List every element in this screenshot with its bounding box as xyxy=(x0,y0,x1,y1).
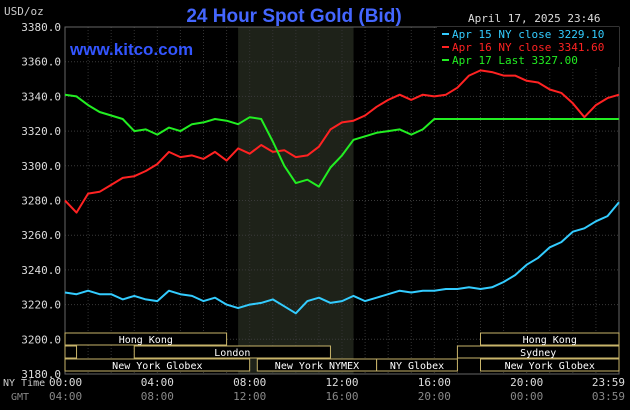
y-tick-label: 3240.0 xyxy=(21,264,61,277)
x-tick-label-gmt: 16:00 xyxy=(325,390,358,403)
legend-background xyxy=(437,27,619,67)
session-bar xyxy=(480,358,620,372)
gmt-caption: GMT xyxy=(11,392,29,403)
session-bar xyxy=(133,345,331,359)
session-label: Sydney xyxy=(520,348,556,359)
y-tick-label: 3320.0 xyxy=(21,125,61,138)
session-bar xyxy=(64,332,228,346)
y-tick-label: 3360.0 xyxy=(21,56,61,69)
session-label: New York Globex xyxy=(505,361,595,372)
y-tick-label: 3380.0 xyxy=(21,21,61,34)
x-tick-label-gmt: 12:00 xyxy=(233,390,266,403)
ny-time-caption: NY Time xyxy=(3,378,45,389)
legend-entry: Apr 16 NY close 3341.60 xyxy=(452,41,604,54)
session-bar xyxy=(480,332,620,346)
session-label: London xyxy=(214,348,250,359)
y-tick-label: 3300.0 xyxy=(21,160,61,173)
x-tick-label-gmt: 08:00 xyxy=(141,390,174,403)
session-label: New York Globex xyxy=(112,361,202,372)
x-tick-label-ny: 20:00 xyxy=(510,376,543,389)
session-bar xyxy=(376,358,458,372)
session-bar xyxy=(456,345,620,359)
x-tick-label-gmt: 04:00 xyxy=(49,390,82,403)
x-tick-label-ny: 12:00 xyxy=(325,376,358,389)
session-label: New York NYMEX xyxy=(275,361,359,372)
unit-label: USD/oz xyxy=(4,5,44,18)
session-bar xyxy=(64,358,251,372)
plot-area: 3380.0 3360.0 3340.0 3320.0 3300.0 3280.0 3260… xyxy=(21,21,625,403)
x-tick-label-gmt: 03:59 xyxy=(592,390,625,403)
x-tick-label-ny: 23:59 xyxy=(592,376,625,389)
x-tick-label-ny: 04:00 xyxy=(141,376,174,389)
legend-entry: Apr 15 NY close 3229.10 xyxy=(452,28,604,41)
series-line xyxy=(64,201,620,315)
session-label: Hong Kong xyxy=(119,335,173,346)
x-tick-label-ny: 16:00 xyxy=(418,376,451,389)
y-tick-label: 3260.0 xyxy=(21,229,61,242)
x-tick-label-ny: 08:00 xyxy=(233,376,266,389)
y-tick-label: 3180.0 xyxy=(21,368,61,381)
x-tick-label-ny: 00:00 xyxy=(49,376,82,389)
x-tick-label-gmt: 20:00 xyxy=(418,390,451,403)
session-bar xyxy=(64,345,78,359)
session-label: Hong Kong xyxy=(523,335,577,346)
legend-entry: Apr 17 Last 3327.00 xyxy=(452,54,578,67)
datetime-stamp: April 17, 2025 23:46 xyxy=(468,12,600,25)
y-tick-label: 3200.0 xyxy=(21,333,61,346)
chart-title: 24 Hour Spot Gold (Bid) xyxy=(186,6,401,27)
session-label: NY Globex xyxy=(390,361,444,372)
series-line xyxy=(64,69,620,214)
kitco-watermark: www.kitco.com xyxy=(69,40,193,59)
y-tick-label: 3340.0 xyxy=(21,90,61,103)
y-tick-label: 3220.0 xyxy=(21,299,61,312)
series-line xyxy=(64,93,619,188)
x-tick-label-gmt: 00:00 xyxy=(510,390,543,403)
y-tick-label: 3280.0 xyxy=(21,195,61,208)
